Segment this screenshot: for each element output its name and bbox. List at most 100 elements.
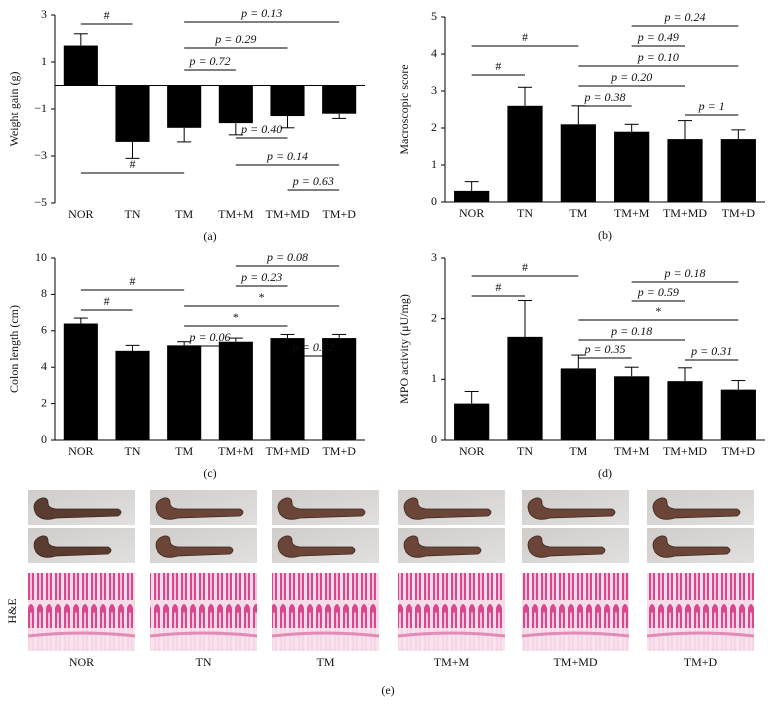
- y-tick-label: 4: [431, 46, 437, 60]
- significance-label: p = 0.13: [240, 6, 282, 20]
- error-bar: [518, 86, 532, 106]
- he-submucosa: [398, 628, 505, 651]
- error-bar: [177, 341, 192, 346]
- colon-tissue: [277, 535, 356, 558]
- error-bar: [332, 333, 347, 339]
- he-submucosa: [28, 628, 135, 651]
- significance-label: p = 0.31: [690, 344, 732, 358]
- column-label: TM+MD: [553, 655, 597, 669]
- error-bar: [624, 123, 639, 132]
- error-bar: [624, 366, 639, 377]
- x-tick-label: TM+MD: [663, 444, 707, 458]
- row-label: H&E: [5, 598, 19, 623]
- bar: [218, 85, 253, 124]
- chart-panel: 0 1 2 3 MPO activity (μU/mg) (d) NOR TN TM TM+M TM…: [397, 250, 765, 480]
- he-submucosa: [647, 628, 754, 651]
- he-submucosa: [150, 628, 257, 651]
- bar: [63, 45, 98, 86]
- colon-tissue: [33, 535, 112, 558]
- x-tick-label: NOR: [68, 207, 93, 221]
- x-tick-label: TM+MD: [265, 444, 309, 458]
- bar: [167, 345, 202, 440]
- significance-label: #: [130, 157, 136, 171]
- bar: [667, 139, 703, 202]
- colon-tissue: [403, 497, 492, 520]
- colon-tissue: [403, 535, 482, 558]
- significance-label: p = 0.18: [610, 324, 652, 338]
- y-axis-label: Macroscopic score: [397, 64, 411, 154]
- x-tick-label: TM: [569, 206, 587, 220]
- x-tick-label: TM+MD: [663, 206, 707, 220]
- bar: [614, 131, 650, 202]
- bar: [63, 323, 98, 440]
- bar: [454, 403, 490, 440]
- he-submucosa: [522, 628, 629, 651]
- he-submucosa: [272, 628, 379, 651]
- panel-caption: (b): [598, 228, 612, 242]
- x-tick-label: TM+D: [722, 206, 756, 220]
- y-axis-label: Colon length (cm): [7, 305, 21, 393]
- significance-label: p = 0.18: [663, 266, 705, 280]
- bar: [270, 338, 305, 440]
- significance-label: p = 0.29: [214, 32, 256, 46]
- y-tick-label: 2: [431, 310, 437, 324]
- panel-caption: (d): [598, 466, 612, 480]
- colon-tissue: [527, 497, 616, 520]
- error-bar: [731, 380, 746, 390]
- colon-tissue: [33, 497, 122, 520]
- y-tick-label: 0: [431, 194, 437, 208]
- he-muscle: [271, 631, 380, 638]
- significance-label: p = 1: [698, 99, 725, 113]
- x-tick-label: TN: [517, 444, 533, 458]
- panel-caption: (a): [203, 229, 216, 243]
- y-tick-label: 8: [41, 286, 47, 300]
- bar: [560, 368, 596, 440]
- panel-caption: (e): [381, 683, 394, 697]
- x-tick-label: TM+M: [614, 444, 650, 458]
- bar: [167, 85, 202, 128]
- x-tick-label: TN: [125, 444, 141, 458]
- significance-label: p = 0.59: [637, 285, 679, 299]
- he-muscle: [27, 631, 136, 638]
- significance-label: p = 0.10: [637, 50, 679, 64]
- x-tick-label: TN: [125, 207, 141, 221]
- significance-label: p = 0.08: [266, 250, 308, 264]
- error-bar: [280, 116, 295, 129]
- significance-label: #: [522, 260, 528, 274]
- y-tick-label: −5: [34, 195, 47, 209]
- bar: [115, 350, 150, 440]
- y-tick-label: 4: [41, 359, 47, 373]
- y-tick-label: 0: [41, 432, 47, 446]
- bar: [454, 190, 490, 202]
- error-bar: [125, 141, 140, 159]
- chart-panel: −5 −3 −1 1 3 Weight gain (g) (a) NOR TN TM TM+M TM+…: [7, 6, 365, 243]
- y-axis-label: Weight gain (g): [7, 71, 21, 146]
- error-bar: [464, 181, 479, 191]
- y-tick-label: 3: [41, 7, 47, 21]
- column-label: NOR: [69, 655, 94, 669]
- he-muscle: [397, 631, 506, 638]
- x-tick-label: NOR: [68, 444, 93, 458]
- chart-panel: 0 2 4 6 8 10 Colon length (cm) (c) NOR TN TM TM+M TM…: [7, 250, 365, 480]
- column-label: TM+M: [434, 655, 470, 669]
- y-tick-label: 5: [431, 9, 437, 23]
- bar: [322, 85, 357, 114]
- error-bar: [678, 367, 692, 382]
- significance-label: *: [233, 310, 239, 324]
- y-tick-label: 1: [41, 54, 47, 68]
- error-bar: [73, 317, 88, 324]
- significance-label: #: [495, 59, 501, 73]
- significance-label: p = 0.49: [637, 30, 679, 44]
- he-muscle: [149, 631, 258, 638]
- x-tick-label: NOR: [459, 444, 484, 458]
- x-tick-label: TM+D: [322, 207, 356, 221]
- bar: [614, 376, 650, 440]
- image-panel: NOR TN TM TM+M TM+MD TM+D H&E (e): [5, 490, 755, 697]
- error-bar: [228, 123, 243, 136]
- significance-label: p = 0.35: [583, 342, 625, 356]
- significance-label: *: [655, 304, 661, 318]
- significance-label: #: [130, 274, 136, 288]
- significance-label: p = 0.62: [292, 340, 334, 354]
- colon-tissue: [155, 535, 234, 558]
